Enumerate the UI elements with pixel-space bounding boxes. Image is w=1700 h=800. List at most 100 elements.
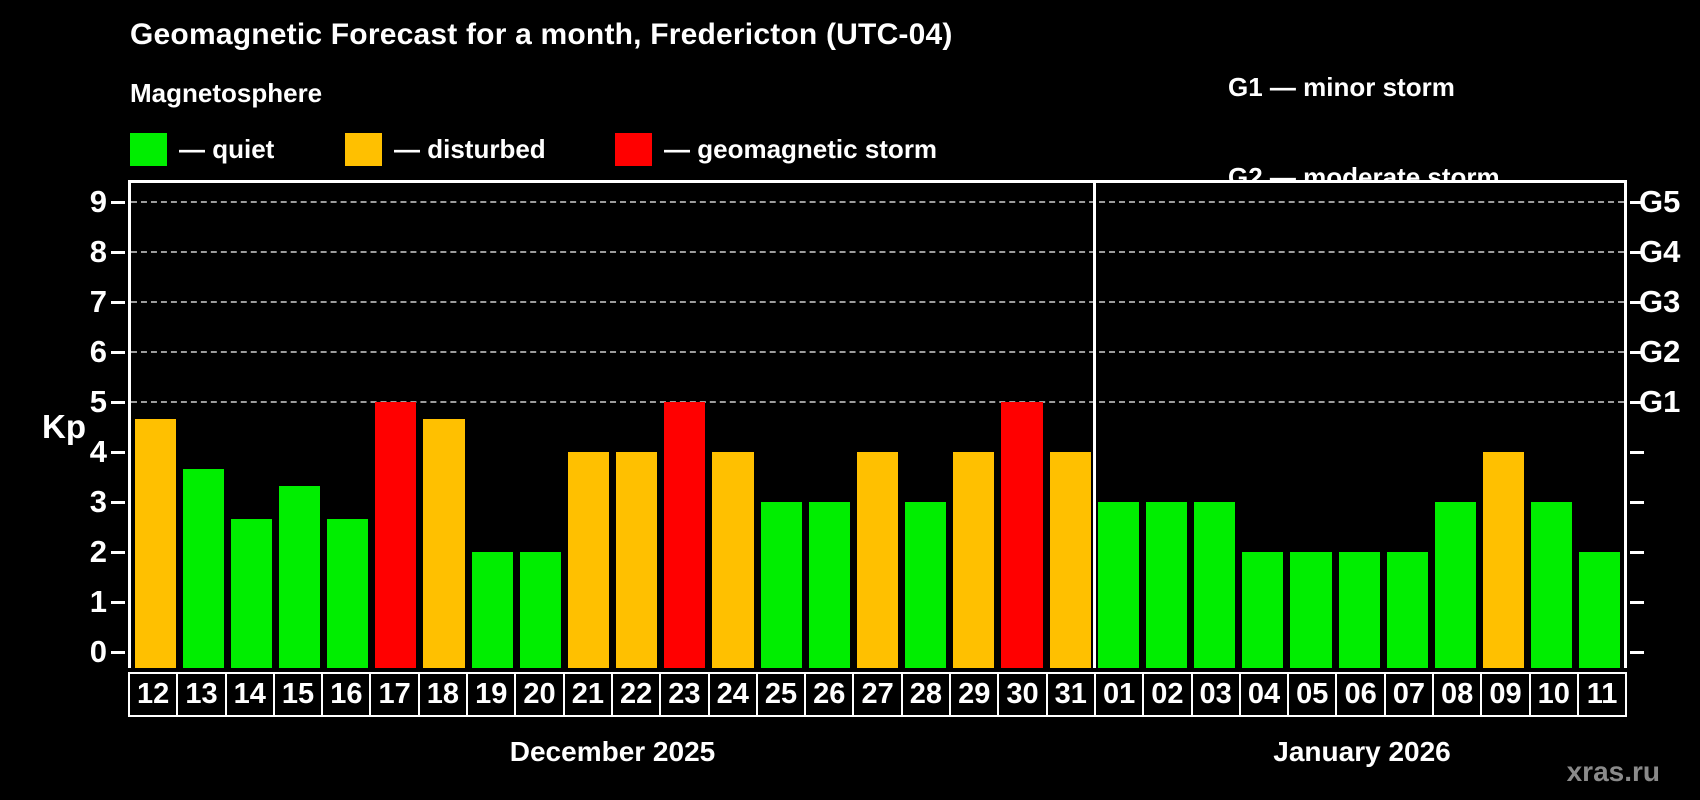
- y-axis-label: 4: [89, 434, 107, 469]
- gridline-kp5: [131, 401, 1624, 403]
- y-axis-tick-left: [111, 400, 125, 404]
- day-label: 21: [562, 672, 613, 717]
- kp-bar-day-07: [1386, 552, 1428, 668]
- y-axis-label: 6: [89, 334, 107, 369]
- kp-bar-day-13: [182, 468, 224, 668]
- kp-bar-day-22: [616, 452, 658, 668]
- day-label: 24: [707, 672, 758, 717]
- kp-bar-day-11: [1579, 552, 1621, 668]
- quiet-color-swatch: [130, 132, 167, 166]
- kp-bar-day-12: [134, 418, 176, 668]
- kp-bar-day-06: [1338, 552, 1380, 668]
- kp-bar-day-05: [1290, 552, 1332, 668]
- disturbed-color-swatch: [345, 132, 382, 166]
- kp-bar-day-24: [712, 452, 754, 668]
- y-axis-tick-right: [1630, 550, 1644, 554]
- day-label: 23: [659, 672, 710, 717]
- y-axis-label: 5: [89, 384, 107, 419]
- gridline-kp7: [131, 301, 1624, 303]
- day-label: 01: [1093, 672, 1145, 717]
- day-label: 20: [514, 672, 565, 717]
- gridline-kp9: [131, 201, 1624, 203]
- plot-area: 0 1 2 3 4 5 6 7 8 9 G1 G2 G3 G4 G5: [90, 180, 1680, 669]
- y-axis-label: 2: [89, 534, 107, 569]
- kp-bar-day-01: [1097, 502, 1139, 668]
- day-label: 14: [224, 672, 275, 717]
- kp-bar-day-28: [905, 502, 947, 668]
- y-axis-tick-right: [1630, 350, 1644, 354]
- day-label: 16: [321, 672, 372, 717]
- g-scale-axis-label: G2: [1639, 334, 1681, 369]
- gridline-kp6: [131, 351, 1624, 353]
- chart-title: Geomagnetic Forecast for a month, Freder…: [130, 18, 953, 51]
- y-axis-title: Kp: [42, 408, 86, 445]
- kp-bar-day-25: [760, 502, 802, 668]
- gridline-kp8: [131, 251, 1624, 253]
- y-axis-label: 0: [89, 634, 107, 669]
- y-axis-tick-left: [111, 450, 125, 454]
- day-label: 04: [1238, 672, 1290, 717]
- g-scale-axis-label: G5: [1639, 184, 1681, 219]
- legend-label-disturbed: — disturbed: [394, 133, 546, 164]
- legend-item-quiet: — quiet: [130, 132, 274, 166]
- watermark: xras.ru: [1566, 756, 1660, 787]
- day-label: 03: [1190, 672, 1241, 717]
- y-axis-label: 8: [89, 234, 107, 269]
- g-scale-axis-label: G4: [1639, 234, 1681, 269]
- y-axis-label: 7: [89, 284, 107, 319]
- y-axis-tick-left: [111, 650, 125, 654]
- legend-label-storm: — geomagnetic storm: [664, 133, 938, 164]
- month-label-january: January 2026: [1273, 736, 1451, 767]
- day-label: 26: [804, 672, 855, 717]
- day-label: 27: [852, 672, 903, 717]
- day-label: 09: [1480, 672, 1531, 717]
- kp-bar-day-14: [230, 518, 272, 668]
- kp-bar-day-16: [327, 518, 369, 668]
- y-axis-tick-left: [111, 600, 125, 604]
- y-axis-tick-left: [111, 550, 125, 554]
- kp-bar-day-03: [1194, 502, 1236, 668]
- kp-bar-day-10: [1531, 502, 1573, 668]
- kp-bar-day-30: [1001, 402, 1043, 668]
- day-label: 07: [1383, 672, 1435, 717]
- day-label: 18: [417, 672, 469, 717]
- day-label: 15: [272, 672, 324, 717]
- y-axis-tick-left: [111, 500, 125, 504]
- kp-bar-day-17: [375, 402, 417, 668]
- day-label: 13: [176, 672, 227, 717]
- y-axis-tick-left: [111, 350, 125, 354]
- day-label: 11: [1576, 672, 1628, 717]
- day-label: 22: [610, 672, 662, 717]
- kp-bar-day-15: [278, 485, 321, 668]
- y-axis-tick-right: [1630, 250, 1644, 254]
- day-label: 05: [1287, 672, 1338, 717]
- kp-bar-day-21: [567, 452, 610, 668]
- day-label: 12: [128, 672, 179, 717]
- day-label: 30: [997, 672, 1048, 717]
- y-axis-tick-left: [111, 300, 125, 304]
- y-axis-tick-left: [111, 250, 125, 254]
- kp-bar-day-02: [1145, 502, 1188, 668]
- day-label: 28: [900, 672, 952, 717]
- y-axis-tick-right: [1630, 600, 1644, 604]
- month-label-december: December 2025: [509, 736, 716, 767]
- y-axis-label: 3: [89, 484, 107, 519]
- day-label: 29: [949, 672, 1000, 717]
- y-axis-tick-right: [1630, 500, 1644, 504]
- g-scale-axis-label: G3: [1639, 284, 1681, 319]
- kp-bar-day-09: [1483, 452, 1525, 668]
- day-label: 08: [1432, 672, 1483, 717]
- g-scale-axis-label: G1: [1639, 384, 1681, 419]
- day-label: 19: [466, 672, 517, 717]
- storm-color-swatch: [615, 132, 652, 166]
- day-label: 31: [1045, 672, 1096, 717]
- legend-item-storm: — geomagnetic storm: [615, 132, 937, 166]
- day-label: 17: [369, 672, 420, 717]
- kp-bar-day-18: [423, 418, 465, 668]
- y-axis-tick-right: [1630, 450, 1644, 454]
- kp-bar-day-26: [808, 502, 850, 668]
- kp-bar-day-31: [1049, 452, 1091, 668]
- y-axis-label: 1: [89, 584, 107, 619]
- y-axis-tick-right: [1630, 650, 1644, 654]
